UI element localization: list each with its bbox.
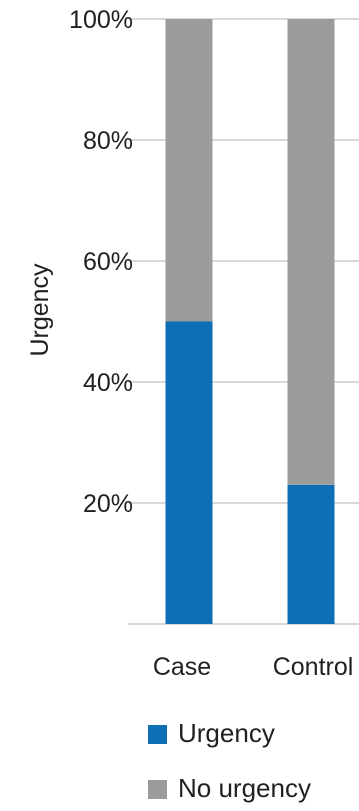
x-axis-ticks: Case Control	[153, 653, 353, 681]
bar-case-no-urgency	[165, 19, 213, 322]
y-tick-label: 80%	[83, 127, 133, 155]
legend-swatch-urgency	[148, 725, 167, 744]
legend-label-urgency: Urgency	[178, 718, 275, 748]
x-category-label: Case	[153, 653, 211, 681]
legend-swatch-no-urgency	[148, 780, 167, 799]
legend-label-no-urgency: No urgency	[178, 773, 311, 803]
bars	[165, 19, 335, 624]
y-tick-label: 100%	[69, 6, 133, 34]
bar-case-urgency	[165, 321, 213, 624]
y-axis-ticks: 20% 40% 60% 80% 100%	[69, 6, 133, 518]
y-axis-title: Urgency	[26, 263, 54, 357]
bar-control-urgency	[287, 484, 335, 624]
x-category-label: Control	[273, 653, 354, 681]
y-tick-label: 60%	[83, 248, 133, 276]
legend: Urgency No urgency	[148, 718, 311, 803]
y-tick-label: 20%	[83, 490, 133, 518]
y-tick-label: 40%	[83, 369, 133, 397]
bar-control-no-urgency	[287, 19, 335, 485]
